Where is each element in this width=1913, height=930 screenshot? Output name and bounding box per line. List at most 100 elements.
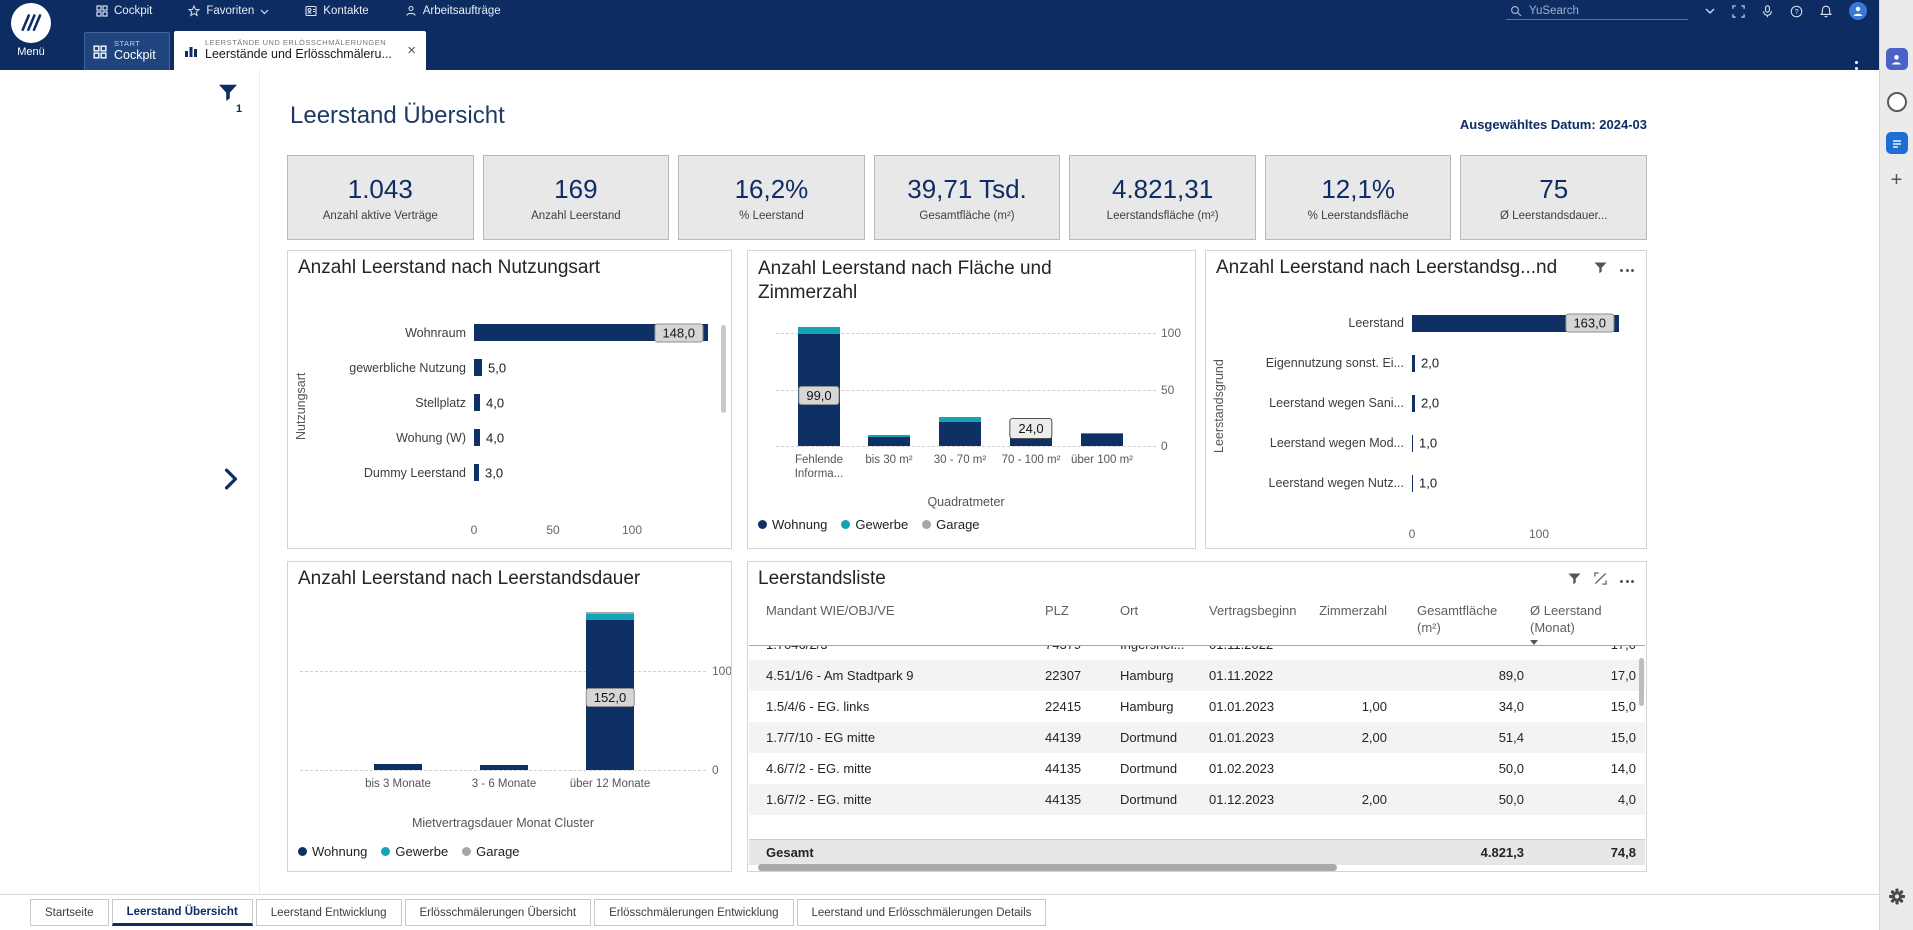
table-row[interactable]: 4.6/7/2 - EG. mitte44135Dortmund01.02.20… <box>749 753 1645 784</box>
teams-icon[interactable] <box>1886 48 1908 70</box>
bar[interactable] <box>474 429 480 446</box>
column-header[interactable]: Ort <box>1120 603 1209 620</box>
tab-leerstaende-erloesschmaelerungen[interactable]: LEERSTÄNDE UND ERLÖSSCHMÄLERUNGEN Leerst… <box>174 31 426 70</box>
global-search[interactable] <box>1506 3 1688 20</box>
more-options-icon[interactable] <box>1620 580 1634 583</box>
report-page-tab[interactable]: Erlösschmälerungen Übersicht <box>405 899 592 926</box>
y-axis-title: Nutzungsart <box>294 317 308 495</box>
axis-tick-label: 100 <box>1529 527 1549 541</box>
office-app-icon[interactable] <box>1886 132 1908 154</box>
bar-row: Wohung (W)4,0 <box>314 420 713 455</box>
chevron-down-icon[interactable] <box>1705 7 1715 15</box>
search-input[interactable] <box>1529 5 1669 17</box>
table-header: Mandant WIE/OBJ/VEPLZOrtVertragsbeginnZi… <box>749 601 1645 646</box>
browser-app-icon[interactable] <box>1887 92 1907 112</box>
bar[interactable] <box>1412 395 1415 412</box>
bar-segment-wohnung[interactable] <box>1081 434 1123 446</box>
legend-item[interactable]: Gewerbe <box>381 844 448 859</box>
table-cell: Hamburg <box>1120 699 1209 714</box>
vertical-scrollbar[interactable] <box>1639 658 1644 706</box>
more-options-kebab[interactable] <box>1853 56 1861 81</box>
kpi-card[interactable]: 4.821,31Leerstandsfläche (m²) <box>1069 155 1256 240</box>
total-cell: 4.821,3 <box>1393 845 1530 860</box>
add-sidebar-app-button[interactable]: + <box>1891 170 1903 190</box>
legend-item[interactable]: Gewerbe <box>841 517 908 532</box>
table-row[interactable]: 1.7046/2/3 -74379Ingershei...01.11.20221… <box>749 646 1645 660</box>
table-row[interactable]: 1.7/7/10 - EG mitte44139Dortmund01.01.20… <box>749 722 1645 753</box>
expand-filter-pane-button[interactable] <box>224 468 238 495</box>
legend-swatch <box>758 520 767 529</box>
gridline <box>776 446 1156 447</box>
more-options-icon[interactable] <box>1620 269 1634 272</box>
menu-item-cockpit[interactable]: Cockpit <box>96 5 152 17</box>
bar[interactable] <box>474 394 480 411</box>
bar[interactable] <box>474 359 482 376</box>
table-cell: 15,0 <box>1530 730 1642 745</box>
focus-mode-icon[interactable] <box>1594 572 1607 590</box>
report-page-tab[interactable]: Erlösschmälerungen Entwicklung <box>594 899 793 926</box>
bar-segment-wohnung[interactable] <box>868 437 910 446</box>
table-row[interactable]: 1.6/7/2 - EG. mitte44135Dortmund01.12.20… <box>749 784 1645 815</box>
column-header[interactable]: Vertragsbeginn <box>1209 603 1313 620</box>
bar-segment-wohnung[interactable] <box>374 764 422 770</box>
microphone-icon[interactable] <box>1762 5 1773 18</box>
column-header[interactable]: PLZ <box>1045 603 1120 620</box>
kpi-card[interactable]: 39,71 Tsd.Gesamtfläche (m²) <box>874 155 1061 240</box>
bar-segment-wohnung[interactable] <box>480 765 528 770</box>
settings-gear-icon[interactable] <box>1888 888 1905 910</box>
legend-item[interactable]: Garage <box>462 844 519 859</box>
column-header[interactable]: Mandant WIE/OBJ/VE <box>766 603 1045 620</box>
bar-segment-wohnung[interactable] <box>939 422 981 446</box>
help-icon[interactable]: ? <box>1790 5 1803 18</box>
bar[interactable] <box>474 464 479 481</box>
data-label[interactable]: 24,0 <box>1009 418 1052 439</box>
legend-item[interactable]: Wohnung <box>298 844 367 859</box>
menu-item-kontakte[interactable]: Kontakte <box>305 5 368 17</box>
star-icon <box>188 5 200 17</box>
bar[interactable] <box>1412 435 1413 452</box>
filters-funnel-icon[interactable]: 1 <box>218 84 244 118</box>
main-menu-button[interactable]: Menü <box>0 0 62 70</box>
report-page-tab[interactable]: Leerstand und Erlösschmälerungen Details <box>797 899 1047 926</box>
report-page-tab[interactable]: Leerstand Entwicklung <box>256 899 402 926</box>
cockpit-grid-icon <box>93 45 107 59</box>
kpi-card[interactable]: 16,2%% Leerstand <box>678 155 865 240</box>
fullscreen-icon[interactable] <box>1732 5 1745 18</box>
legend-item[interactable]: Wohnung <box>758 517 827 532</box>
avatar[interactable] <box>1849 2 1867 20</box>
bar-track: 1,0 <box>1412 475 1632 492</box>
kpi-card[interactable]: 1.043Anzahl aktive Verträge <box>287 155 474 240</box>
table-row[interactable]: 4.51/1/6 - Am Stadtpark 922307Hamburg01.… <box>749 660 1645 691</box>
report-page-tab[interactable]: Startseite <box>30 899 109 926</box>
cockpit-grid-icon <box>96 5 108 17</box>
bar-segment-gewerbe[interactable] <box>798 327 840 334</box>
selected-date-label: Ausgewähltes Datum: 2024-03 <box>1460 117 1647 132</box>
legend-item[interactable]: Garage <box>922 517 979 532</box>
bar-row: Wohnraum148,0 <box>314 315 713 350</box>
kpi-card[interactable]: 12,1%% Leerstandsfläche <box>1265 155 1452 240</box>
data-label: 163,0 <box>1565 314 1614 333</box>
horizontal-scrollbar[interactable] <box>758 864 1337 871</box>
chart-scrollbar[interactable] <box>721 325 726 413</box>
column-header[interactable]: Zimmerzahl <box>1313 603 1393 620</box>
filter-icon[interactable] <box>1568 572 1581 590</box>
category-label: Wohnraum <box>314 326 474 340</box>
column-header[interactable]: Ø Leerstand (Monat) <box>1530 603 1642 645</box>
kpi-card[interactable]: 75Ø Leerstandsdauer... <box>1460 155 1647 240</box>
bar[interactable] <box>1412 475 1413 492</box>
menu-item-arbeitsauftraege[interactable]: Arbeitsaufträge <box>405 5 501 17</box>
menu-item-favoriten[interactable]: Favoriten <box>188 5 269 17</box>
column-header[interactable]: Gesamtfläche (m²) <box>1393 603 1530 637</box>
bell-icon[interactable] <box>1820 5 1832 18</box>
close-tab-button[interactable]: × <box>407 43 416 58</box>
table-row[interactable]: 1.5/4/6 - EG. links22415Hamburg01.01.202… <box>749 691 1645 722</box>
report-page-tab[interactable]: Leerstand Übersicht <box>112 899 253 926</box>
bar-row: Stellplatz4,0 <box>314 385 713 420</box>
filter-icon[interactable] <box>1594 261 1607 279</box>
table-cell: 01.01.2023 <box>1209 730 1313 745</box>
table-cell: 17,0 <box>1530 646 1642 652</box>
kpi-card[interactable]: 169Anzahl Leerstand <box>483 155 670 240</box>
bar[interactable] <box>1412 355 1415 372</box>
bar-column <box>868 435 910 446</box>
tab-start-cockpit[interactable]: START Cockpit <box>84 32 170 70</box>
